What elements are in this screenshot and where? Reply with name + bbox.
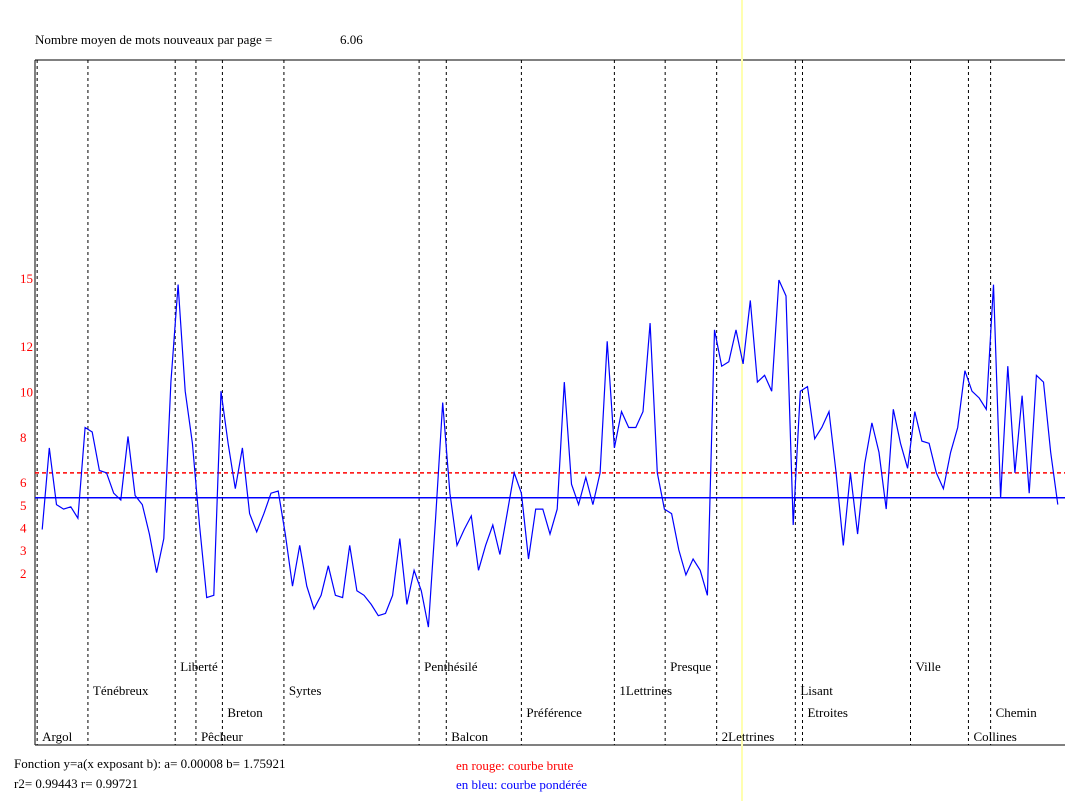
section-label: Balcon	[451, 729, 488, 744]
section-label: Breton	[227, 705, 263, 720]
footer-fit: r2= 0.99443 r= 0.99721	[14, 776, 138, 791]
chart-title: Nombre moyen de mots nouveaux par page =	[35, 32, 272, 47]
y-tick-label: 3	[20, 543, 27, 558]
section-label: Penthésilé	[424, 659, 478, 674]
y-tick-label: 10	[20, 384, 33, 399]
legend-blue: en bleu: courbe pondérée	[456, 777, 587, 792]
y-tick-label: 4	[20, 521, 27, 536]
y-tick-label: 2	[20, 566, 27, 581]
section-label: Etroites	[807, 705, 847, 720]
mean-value: 6.06	[340, 32, 363, 47]
section-label: Liberté	[180, 659, 218, 674]
y-tick-label: 15	[20, 271, 33, 286]
section-label: 2Lettrines	[722, 729, 775, 744]
y-tick-label: 12	[20, 339, 33, 354]
y-tick-label: 8	[20, 430, 27, 445]
y-tick-label: 6	[20, 475, 27, 490]
y-tick-label: 5	[20, 498, 27, 513]
legend-red: en rouge: courbe brute	[456, 758, 574, 773]
footer-function: Fonction y=a(x exposant b): a= 0.00008 b…	[14, 756, 286, 771]
section-label: Presque	[670, 659, 711, 674]
section-label: Lisant	[800, 683, 833, 698]
section-label: 1Lettrines	[619, 683, 672, 698]
section-label: Argol	[42, 729, 72, 744]
section-label: Préférence	[526, 705, 582, 720]
section-label: Chemin	[996, 705, 1038, 720]
data-line	[41, 279, 1059, 628]
section-label: Ténébreux	[93, 683, 149, 698]
section-label: Collines	[973, 729, 1016, 744]
section-label: Pêcheur	[201, 729, 244, 744]
section-label: Syrtes	[289, 683, 322, 698]
section-label: Ville	[916, 659, 941, 674]
